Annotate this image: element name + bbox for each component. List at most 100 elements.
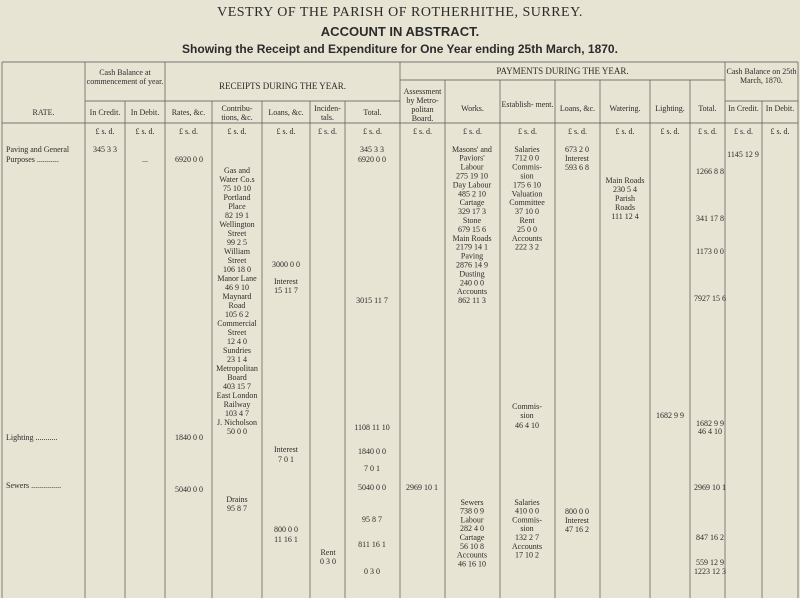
cell-text: 222 3 2 [515, 243, 539, 252]
units: £ s. d. [318, 127, 337, 136]
cell-text: 240 0 0 [460, 278, 484, 287]
cell-text: 1173 0 0 [696, 247, 724, 256]
cell-text: 6920 0 0 [175, 155, 203, 164]
units: £ s. d. [276, 127, 295, 136]
cell-text: 341 17 8 [696, 214, 724, 223]
cell-text: Drains [226, 495, 247, 504]
cell-text: Accounts [512, 234, 542, 243]
column-header: Rates, &c. [171, 108, 206, 117]
cell-text: Sewers ............... [6, 481, 61, 490]
units: £ s. d. [568, 127, 587, 136]
cell-text: 282 4 0 [460, 524, 484, 533]
cell-text: Accounts [512, 542, 542, 551]
cell-text: Street [228, 328, 247, 337]
cell-text: J. Nicholson [217, 418, 257, 427]
cell-text: Commis- [512, 402, 542, 411]
cell-text: Interest [274, 445, 299, 454]
cell-text: 1682 9 9 [656, 411, 684, 420]
cell-text: 46 4 10 [515, 421, 539, 430]
cell-text: 1223 12 3 [694, 567, 726, 576]
cell-text: Interest [274, 277, 299, 286]
cell-text: 11 16 1 [274, 535, 298, 544]
column-header: Total. [698, 104, 717, 113]
units: £ s. d. [413, 127, 432, 136]
cell-text: 5040 0 0 [175, 485, 203, 494]
cell-text: 2969 10 1 [406, 483, 438, 492]
cell-text: Wellington [219, 220, 254, 229]
cell-text: 0 3 0 [364, 567, 380, 576]
cell-text: 23 1 4 [227, 355, 247, 364]
cell-text: 175 6 10 [513, 180, 541, 189]
cell-text: 0 3 0 [320, 557, 336, 566]
column-header: Watering. [609, 104, 641, 113]
description: Showing the Receipt and Expenditure for … [182, 42, 618, 56]
cell-text: 230 5 4 [613, 185, 637, 194]
cell-text: 811 16 1 [358, 540, 386, 549]
cell-text: 738 0 9 [460, 507, 484, 516]
cell-text: Sewers [460, 498, 483, 507]
units: £ s. d. [660, 127, 679, 136]
cell-text: 106 18 0 [223, 265, 251, 274]
cell-text: 82 19 1 [225, 211, 249, 220]
cell-text: 2876 14 9 [456, 261, 488, 270]
cell-text: Paviors' [459, 154, 485, 163]
cell-text: ... [142, 155, 148, 164]
cell-text: Accounts [457, 551, 487, 560]
cell-text: Sundries [223, 346, 251, 355]
column-header: Cash Balance at commencement of year. [86, 68, 164, 86]
cell-text: Rent [320, 548, 336, 557]
cell-text: 329 17 3 [458, 207, 486, 216]
cell-text: Stone [463, 216, 482, 225]
cell-text: 5040 0 0 [358, 483, 386, 492]
cell-text: 75 10 10 [223, 184, 251, 193]
column-header: RATE. [32, 108, 55, 117]
cell-text: 593 6 8 [565, 163, 589, 172]
cell-text: Labour [460, 163, 483, 172]
cell-text: 17 10 2 [515, 551, 539, 560]
cell-text: 7927 15 6 [694, 294, 726, 303]
units: £ s. d. [179, 127, 198, 136]
units: £ s. d. [363, 127, 382, 136]
cell-text: 15 11 7 [274, 286, 298, 295]
cell-text: Manor Lane [217, 274, 257, 283]
cell-text: Committee [509, 198, 545, 207]
cell-text: Cartage [460, 533, 485, 542]
cell-text: Water Co.s [219, 175, 254, 184]
units: £ s. d. [698, 127, 717, 136]
cell-text: 47 16 2 [565, 525, 589, 534]
cell-text: Metropolitan [216, 364, 258, 373]
cell-text: 56 10 8 [460, 542, 484, 551]
column-header: In Credit. [728, 104, 759, 113]
cell-text: Commis- [512, 515, 542, 524]
cell-text: East London [217, 391, 258, 400]
cell-text: Salaries [514, 145, 539, 154]
cell-text: 275 19 10 [456, 172, 488, 181]
cell-text: Paving and General [6, 145, 70, 154]
cell-text: William [224, 247, 251, 256]
cell-text: 345 3 3 [360, 145, 384, 154]
cell-text: 105 6 2 [225, 310, 249, 319]
cell-text: Purposes ........... [6, 155, 59, 164]
cell-text: 345 3 3 [93, 145, 117, 154]
cell-text: Paving [461, 252, 483, 261]
cell-text: 800 0 0 [565, 507, 589, 516]
cell-text: 410 0 0 [515, 507, 539, 516]
column-header: Loans, &c. [268, 108, 304, 117]
cell-text: 800 0 0 [274, 525, 298, 534]
cell-text: Railway [224, 400, 251, 409]
cell-text: Roads [615, 203, 635, 212]
cell-text: 2179 14 1 [456, 243, 488, 252]
cell-text: 679 15 6 [458, 225, 486, 234]
cell-text: Rent [519, 216, 535, 225]
cell-text: Valuation [512, 189, 543, 198]
units: £ s. d. [227, 127, 246, 136]
cell-text: 3015 11 7 [356, 296, 388, 305]
column-header: Loans, &c. [559, 104, 596, 113]
units: £ s. d. [734, 127, 753, 136]
column-header: Establish- ment. [501, 100, 554, 109]
cell-text: 1840 0 0 [358, 447, 386, 456]
column-header: In Debit. [765, 104, 795, 113]
cell-text: 12 4 0 [227, 337, 247, 346]
cell-text: Interest [565, 154, 590, 163]
